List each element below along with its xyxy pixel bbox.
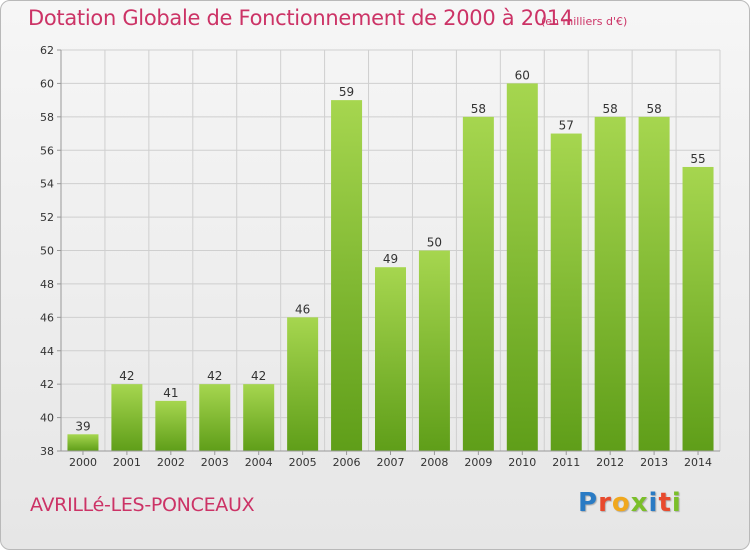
x-tick-label: 2007 [377,456,405,469]
logo-letter: i [648,488,659,518]
bar [682,166,714,452]
labels: 38 40 42 44 46 48 50 52 54 56 58 60 62 39 2000 42 2001 41… [40,44,712,469]
y-tick-label: 56 [40,144,54,157]
x-tick-label: 2005 [289,456,317,469]
place-name: AVRILLé-LES-PONCEAUX [30,494,255,516]
logo-letter: o [611,488,631,518]
bar [506,83,538,452]
data-label: 39 [75,419,90,433]
y-tick-label: 44 [40,345,54,358]
x-tick-label: 2014 [684,456,712,469]
data-label: 60 [515,68,530,82]
chart-title: Dotation Globale de Fonctionnement de 20… [28,6,573,30]
unit-note: (en milliers d'€) [541,15,628,28]
axes [57,49,720,455]
logo-letter: P [578,488,599,518]
bar [418,250,450,451]
y-tick-label: 42 [40,378,54,391]
bar [243,384,275,451]
x-tick-label: 2013 [640,456,668,469]
bars [67,83,714,452]
logo-letter: r [598,488,612,518]
bar [550,133,582,451]
bar [67,434,99,451]
y-tick-label: 62 [40,44,54,57]
x-tick-label: 2010 [508,456,536,469]
bar [199,384,231,451]
logo-letter: i [671,488,682,518]
data-label: 42 [119,369,134,383]
bar [331,100,363,451]
y-tick-label: 58 [40,111,54,124]
bar [594,116,626,451]
x-tick-label: 2009 [464,456,492,469]
x-tick-label: 2011 [552,456,580,469]
data-label: 42 [251,369,266,383]
bar [155,400,187,451]
data-label: 59 [339,85,354,99]
bar [111,384,143,451]
bar [287,317,319,451]
x-tick-label: 2002 [157,456,185,469]
proxiti-logo: Proxiti [578,488,682,518]
y-tick-label: 52 [40,211,54,224]
y-tick-label: 50 [40,245,54,258]
bar [638,116,670,451]
y-tick-label: 48 [40,278,54,291]
y-tick-label: 54 [40,178,54,191]
data-label: 50 [427,236,442,250]
data-label: 55 [690,152,705,166]
x-tick-label: 2006 [333,456,361,469]
logo-letter: x [630,488,649,518]
data-label: 41 [163,386,178,400]
bar [375,267,406,451]
y-tick-label: 60 [40,77,54,90]
x-tick-label: 2004 [245,456,273,469]
data-label: 49 [383,252,398,266]
x-tick-label: 2012 [596,456,624,469]
x-tick-label: 2008 [420,456,448,469]
x-tick-label: 2003 [201,456,229,469]
y-tick-label: 40 [40,412,54,425]
data-label: 58 [471,102,486,116]
data-label: 58 [603,102,618,116]
data-label: 57 [559,119,574,133]
logo-letter: t [658,488,672,518]
bar [462,116,494,451]
x-tick-label: 2001 [113,456,141,469]
y-tick-label: 46 [40,311,54,324]
data-label: 46 [295,302,310,316]
data-label: 42 [207,369,222,383]
data-label: 58 [646,102,661,116]
x-tick-label: 2000 [69,456,97,469]
y-tick-label: 38 [40,445,54,458]
